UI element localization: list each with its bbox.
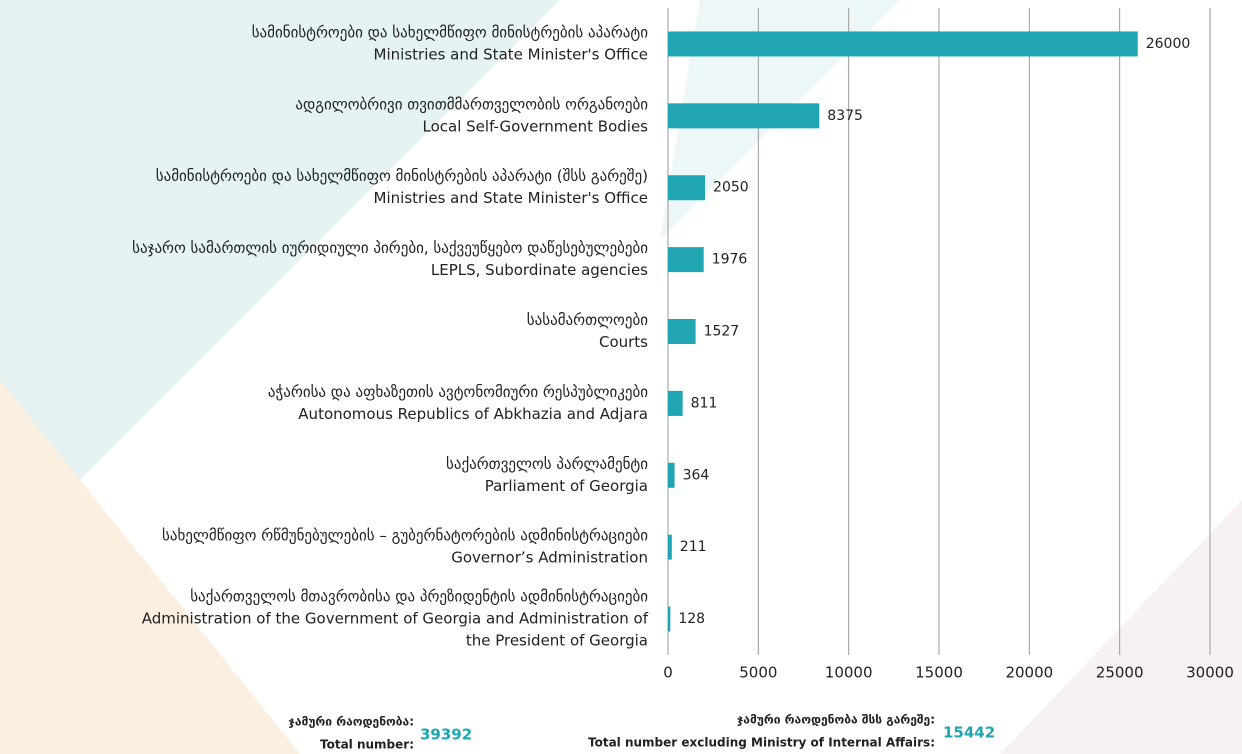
bar	[668, 606, 671, 632]
total-value: 15442	[943, 724, 995, 742]
y-tick-label: სახელმწიფო რწმუნებულების – გუბერნატორები…	[162, 527, 648, 545]
x-tick-label: 5000	[739, 664, 777, 682]
bar	[668, 103, 820, 129]
bar	[668, 247, 704, 273]
value-label: 1976	[712, 252, 748, 268]
y-tick-label: საქართველოს პარლამენტი	[446, 455, 648, 473]
y-tick-label: the President of Georgia	[466, 632, 648, 650]
y-tick-label: Governor’s Administration	[451, 549, 648, 567]
y-tick-label: LEPLS, Subordinate agencies	[431, 261, 648, 279]
x-tick-label: 10000	[825, 664, 873, 682]
x-tick-label: 0	[663, 664, 673, 682]
x-tick-label: 25000	[1096, 664, 1144, 682]
value-label: 2050	[713, 180, 749, 196]
bar	[668, 175, 706, 201]
y-tick-label: Courts	[599, 333, 648, 351]
y-tick-label: საქართველოს მთავრობისა და პრეზიდენტის ად…	[190, 588, 648, 606]
background-shape	[0, 380, 300, 754]
y-tick-label: სამინისტროები და სახელმწიფო მინისტრების …	[156, 167, 648, 185]
y-tick-label: Parliament of Georgia	[485, 477, 648, 495]
total-label: Total number excluding Ministry of Inter…	[588, 736, 935, 750]
total-value: 39392	[420, 726, 472, 744]
y-tick-label: საჯარო სამართლის იურიდიული პირები, საქვე…	[132, 239, 648, 257]
y-tick-label: Local Self-Government Bodies	[423, 117, 649, 135]
value-label: 1527	[704, 324, 740, 340]
value-label: 128	[678, 611, 705, 627]
y-tick-label: Ministries and State Minister's Office	[374, 189, 648, 207]
x-tick-label: 15000	[915, 664, 963, 682]
background-shape	[1000, 500, 1242, 754]
background-shape	[0, 0, 560, 560]
x-tick-label: 20000	[1005, 664, 1053, 682]
y-tick-label: სასამართლოები	[527, 311, 648, 329]
value-label: 364	[683, 467, 710, 483]
value-label: 26000	[1146, 36, 1191, 52]
y-tick-label: აჭარისა და აფხაზეთის ავტონომიური რესპუბლ…	[268, 383, 648, 401]
value-label: 811	[691, 395, 718, 411]
bar	[668, 534, 672, 560]
bar	[668, 31, 1138, 57]
y-tick-label: სამინისტროები და სახელმწიფო მინისტრების …	[252, 23, 649, 41]
x-tick-label: 30000	[1186, 664, 1234, 682]
bar	[668, 462, 675, 488]
value-label: 8375	[827, 108, 863, 124]
value-label: 211	[680, 539, 707, 555]
y-tick-label: Autonomous Republics of Abkhazia and Adj…	[298, 405, 648, 423]
y-tick-label: ადგილობრივი თვითმმართველობის ორგანოები	[295, 95, 648, 113]
bar	[668, 319, 696, 344]
total-label: ჯამური რაოდენობა:	[288, 715, 414, 729]
total-label: ჯამური რაოდენობა შსს გარეშე:	[737, 713, 935, 727]
bar	[668, 390, 683, 416]
total-label: Total number:	[320, 738, 414, 752]
y-tick-label: Ministries and State Minister's Office	[374, 45, 648, 63]
y-tick-label: Administration of the Government of Geor…	[142, 610, 649, 628]
